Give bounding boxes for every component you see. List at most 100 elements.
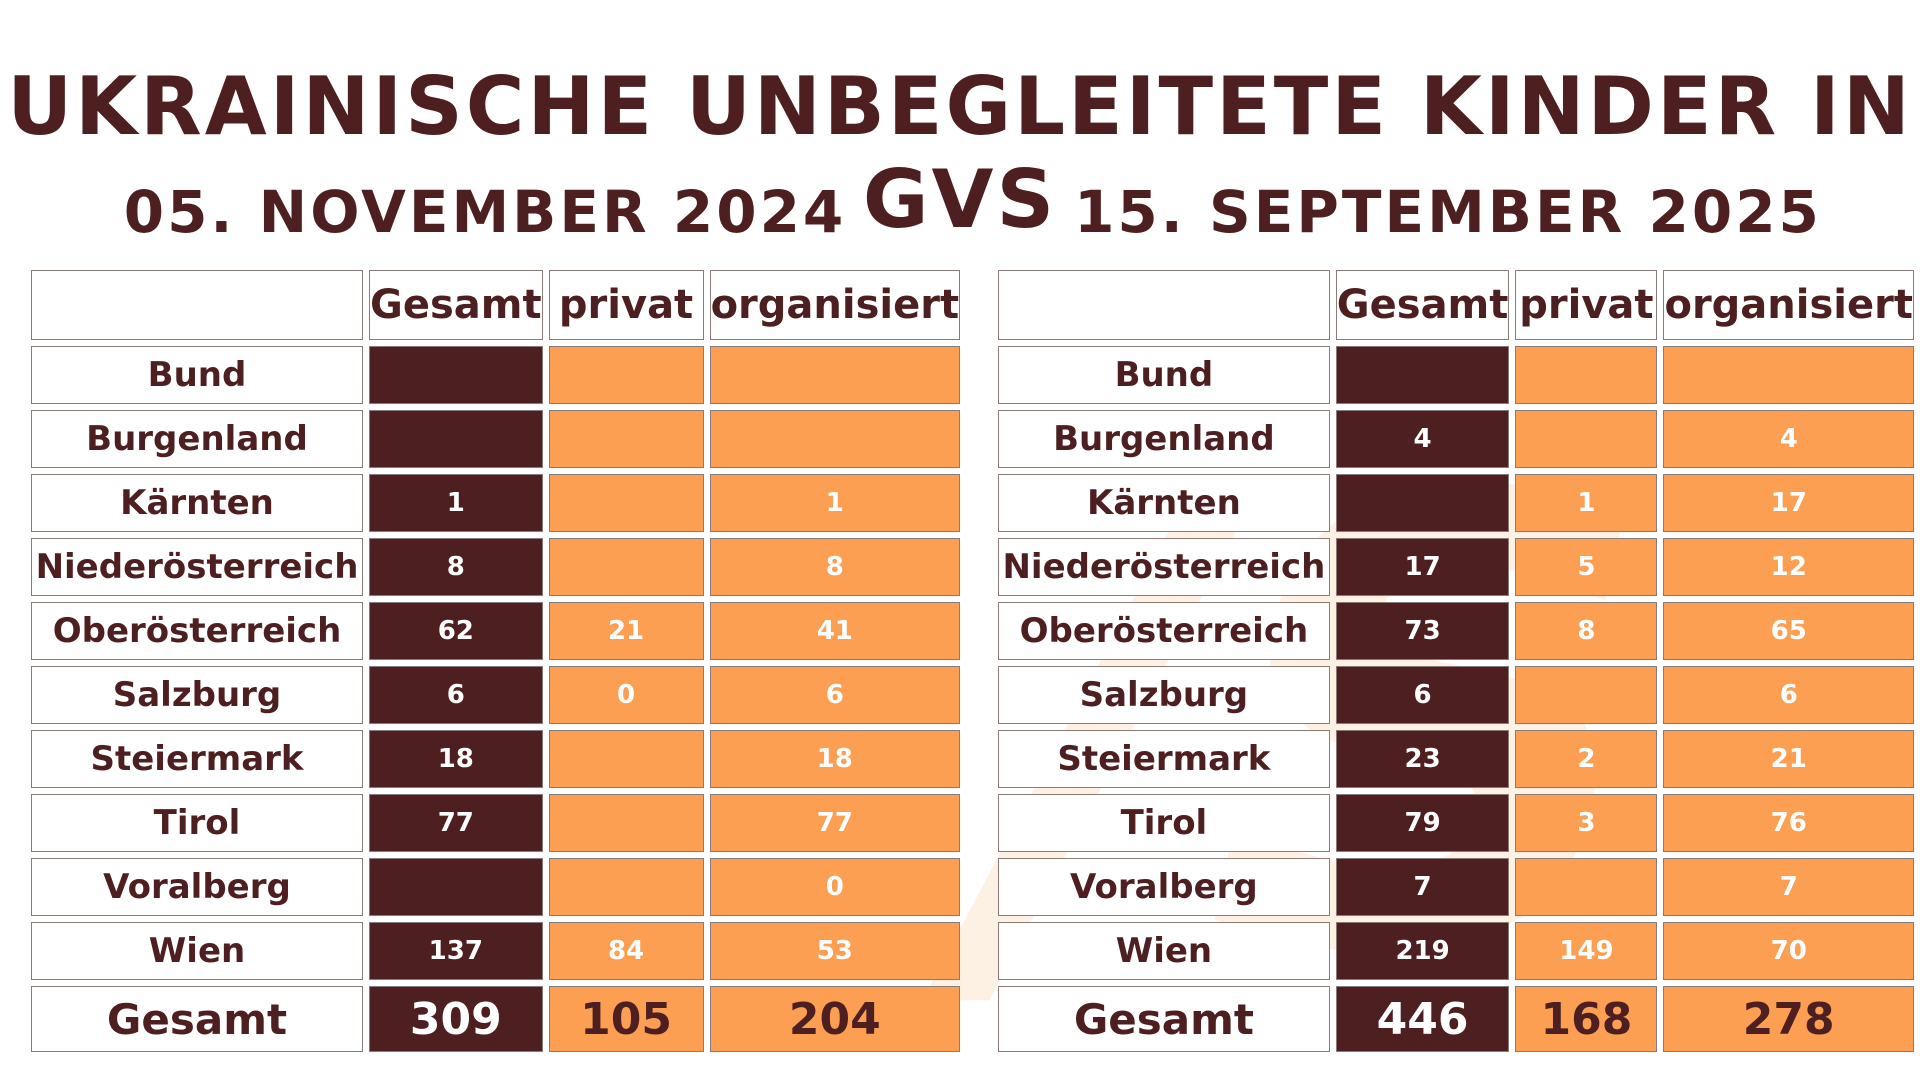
cell-organisiert: 4 [1663, 410, 1914, 468]
cell-organisiert: 53 [709, 922, 961, 980]
cell-organisiert: 12 [1663, 538, 1914, 596]
table-row: Steiermark 18 18 [31, 730, 961, 788]
cell-organisiert: 7 [1663, 858, 1914, 916]
cell-gesamt: 79 [1335, 794, 1510, 852]
cell-privat: 8 [1515, 602, 1658, 660]
date-heading-2024: 05. NOVEMBER 2024 [123, 178, 847, 246]
cell-privat [1515, 410, 1658, 468]
table-row: Burgenland [31, 410, 961, 468]
cell-privat [1515, 666, 1658, 724]
region-name: Burgenland [998, 410, 1330, 468]
cell-organisiert [1663, 346, 1914, 404]
table-row: Niederösterreich 17 5 12 [998, 538, 1914, 596]
cell-gesamt: 1 [369, 474, 543, 532]
region-name: Oberösterreich [998, 602, 1330, 660]
cell-organisiert: 0 [709, 858, 961, 916]
cell-organisiert: 41 [709, 602, 961, 660]
cell-gesamt: 219 [1335, 922, 1510, 980]
region-name: Salzburg [31, 666, 363, 724]
cell-organisiert: 1 [709, 474, 961, 532]
cell-gesamt: 17 [1335, 538, 1510, 596]
table-row: Bund [998, 346, 1914, 404]
cell-gesamt [369, 410, 543, 468]
cell-gesamt: 7 [1335, 858, 1510, 916]
table-2025: Gesamt privat organisiert Bund Burgenland 4 4 K… [992, 264, 1920, 1058]
cell-gesamt: 23 [1335, 730, 1510, 788]
region-name: Tirol [31, 794, 363, 852]
cell-privat: 84 [548, 922, 704, 980]
region-name: Salzburg [998, 666, 1330, 724]
region-name: Voralberg [31, 858, 363, 916]
corner-cell [31, 270, 363, 340]
table-row: Tirol 77 77 [31, 794, 961, 852]
cell-privat: 21 [548, 602, 704, 660]
region-name: Kärnten [31, 474, 363, 532]
cell-privat [1515, 346, 1658, 404]
cell-privat: 2 [1515, 730, 1658, 788]
header-row: Gesamt privat organisiert [998, 270, 1914, 340]
cell-organisiert: 65 [1663, 602, 1914, 660]
cell-privat [548, 858, 704, 916]
cell-privat [548, 346, 704, 404]
region-name: Burgenland [31, 410, 363, 468]
column-header-gesamt: Gesamt [1335, 270, 1510, 340]
page-title: UKRAINISCHE UNBEGLEITETE KINDER IN GVS [7, 60, 1913, 246]
table-row: Oberösterreich 73 8 65 [998, 602, 1914, 660]
cell-gesamt [1335, 474, 1510, 532]
table-row: Salzburg 6 6 [998, 666, 1914, 724]
table-row: Bund [31, 346, 961, 404]
region-name: Niederösterreich [998, 538, 1330, 596]
total-row: Gesamt 309 105 204 [31, 986, 961, 1052]
cell-gesamt: 6 [1335, 666, 1510, 724]
column-header-privat: privat [1515, 270, 1658, 340]
header-row: Gesamt privat organisiert [31, 270, 961, 340]
region-name: Voralberg [998, 858, 1330, 916]
cell-organisiert: 70 [1663, 922, 1914, 980]
column-header-organisiert: organisiert [709, 270, 961, 340]
cell-organisiert: 17 [1663, 474, 1914, 532]
column-header-gesamt: Gesamt [369, 270, 543, 340]
cell-organisiert [709, 346, 961, 404]
table-row: Voralberg 0 [31, 858, 961, 916]
region-name: Kärnten [998, 474, 1330, 532]
table-2024: Gesamt privat organisiert Bund Burgenland Kär… [25, 264, 966, 1058]
cell-gesamt: 62 [369, 602, 543, 660]
cell-privat [548, 538, 704, 596]
cell-privat: 5 [1515, 538, 1658, 596]
corner-cell [998, 270, 1330, 340]
cell-gesamt: 18 [369, 730, 543, 788]
table-row: Wien 137 84 53 [31, 922, 961, 980]
region-name: Tirol [998, 794, 1330, 852]
table-row: Wien 219 149 70 [998, 922, 1914, 980]
total-gesamt: 309 [369, 986, 543, 1052]
region-name: Bund [31, 346, 363, 404]
total-gesamt: 446 [1335, 986, 1510, 1052]
table-row: Kärnten 1 17 [998, 474, 1914, 532]
cell-gesamt [369, 858, 543, 916]
cell-privat: 0 [548, 666, 704, 724]
cell-organisiert: 76 [1663, 794, 1914, 852]
table-row: Niederösterreich 8 8 [31, 538, 961, 596]
cell-organisiert: 6 [709, 666, 961, 724]
cell-privat: 1 [1515, 474, 1658, 532]
cell-organisiert: 18 [709, 730, 961, 788]
cell-privat [1515, 858, 1658, 916]
table-row: Voralberg 7 7 [998, 858, 1914, 916]
region-name: Steiermark [998, 730, 1330, 788]
cell-gesamt: 137 [369, 922, 543, 980]
total-privat: 105 [548, 986, 704, 1052]
table-row: Burgenland 4 4 [998, 410, 1914, 468]
total-label: Gesamt [998, 986, 1330, 1052]
region-name: Niederösterreich [31, 538, 363, 596]
cell-organisiert [709, 410, 961, 468]
total-label: Gesamt [31, 986, 363, 1052]
region-name: Wien [998, 922, 1330, 980]
cell-gesamt: 8 [369, 538, 543, 596]
region-name: Bund [998, 346, 1330, 404]
region-name: Wien [31, 922, 363, 980]
cell-organisiert: 77 [709, 794, 961, 852]
total-organisiert: 278 [1663, 986, 1914, 1052]
cell-privat [548, 474, 704, 532]
date-heading-2025: 15. SEPTEMBER 2025 [1074, 178, 1822, 246]
cell-organisiert: 8 [709, 538, 961, 596]
